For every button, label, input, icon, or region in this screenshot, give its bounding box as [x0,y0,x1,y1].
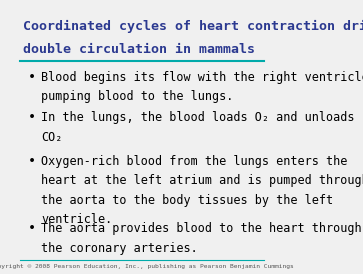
Text: ventricle.: ventricle. [41,213,113,226]
Text: The aorta provides blood to the heart through: The aorta provides blood to the heart th… [41,222,362,235]
Text: pumping blood to the lungs.: pumping blood to the lungs. [41,90,233,103]
Text: •: • [28,111,36,124]
Text: •: • [28,155,36,168]
Text: Blood begins its flow with the right ventricle: Blood begins its flow with the right ven… [41,70,363,84]
Text: In the lungs, the blood loads O₂ and unloads: In the lungs, the blood loads O₂ and unl… [41,111,355,124]
Text: •: • [28,70,36,84]
Text: •: • [28,222,36,235]
Text: Oxygen-rich blood from the lungs enters the: Oxygen-rich blood from the lungs enters … [41,155,347,168]
Text: Copyright © 2008 Pearson Education, Inc., publishing as Pearson Benjamin Cumming: Copyright © 2008 Pearson Education, Inc.… [0,264,294,269]
Text: the coronary arteries.: the coronary arteries. [41,242,198,255]
Text: Coordinated cycles of heart contraction drive: Coordinated cycles of heart contraction … [23,20,363,33]
Text: the aorta to the body tissues by the left: the aorta to the body tissues by the lef… [41,194,333,207]
Text: heart at the left atrium and is pumped through: heart at the left atrium and is pumped t… [41,174,363,187]
Text: double circulation in mammals: double circulation in mammals [23,43,255,56]
Text: CO₂: CO₂ [41,131,62,144]
